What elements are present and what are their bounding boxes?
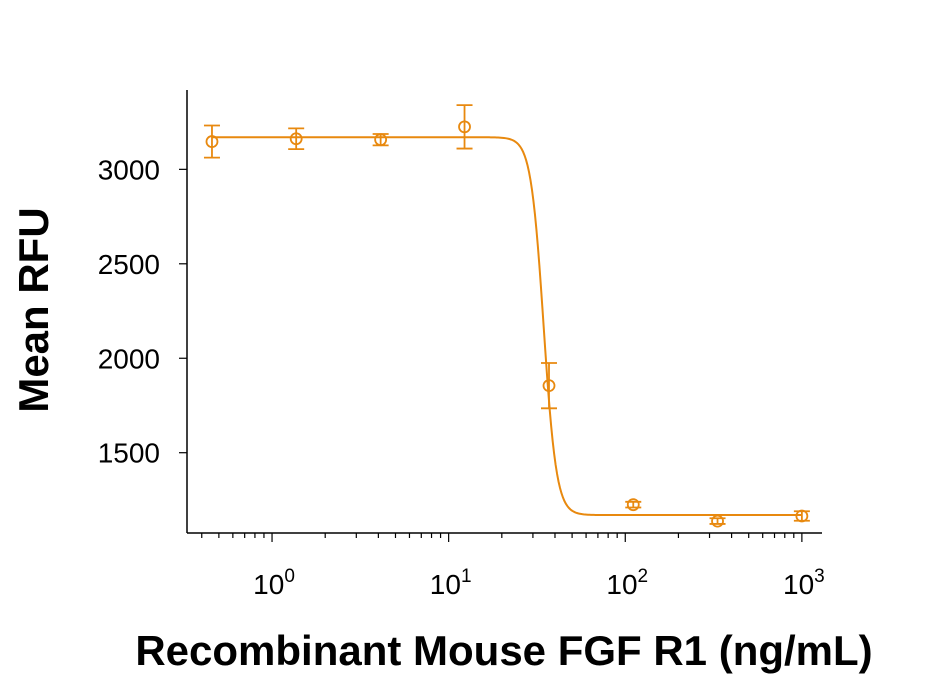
data-point [626, 498, 640, 512]
data-point [711, 514, 724, 528]
x-tick-label: 100 [253, 566, 295, 600]
y-axis-title: Mean RFU [10, 207, 57, 412]
fit-curve [211, 136, 802, 517]
points-layer [203, 104, 810, 528]
x-tick-label: 103 [783, 566, 825, 600]
x-axis-title: Recombinant Mouse FGF R1 (ng/mL) [135, 627, 872, 674]
data-point [458, 120, 471, 134]
data-point [374, 133, 388, 147]
y-ticks: 1500 2000 2500 3000 [98, 154, 187, 469]
y-tick-label: 2000 [98, 343, 160, 374]
y-tick-label: 3000 [98, 154, 160, 185]
data-point [289, 132, 303, 146]
data-point [205, 135, 219, 148]
x-tick-label: 101 [430, 566, 472, 600]
fit-layer [211, 136, 802, 517]
y-tick-label: 1500 [98, 438, 160, 469]
y-tick-label: 2500 [98, 249, 160, 280]
x-ticks: 100 101 102 103 [201, 533, 825, 600]
x-tick-label: 102 [606, 566, 648, 600]
data-point [542, 379, 556, 393]
data-point [795, 509, 809, 523]
axes [186, 90, 822, 534]
